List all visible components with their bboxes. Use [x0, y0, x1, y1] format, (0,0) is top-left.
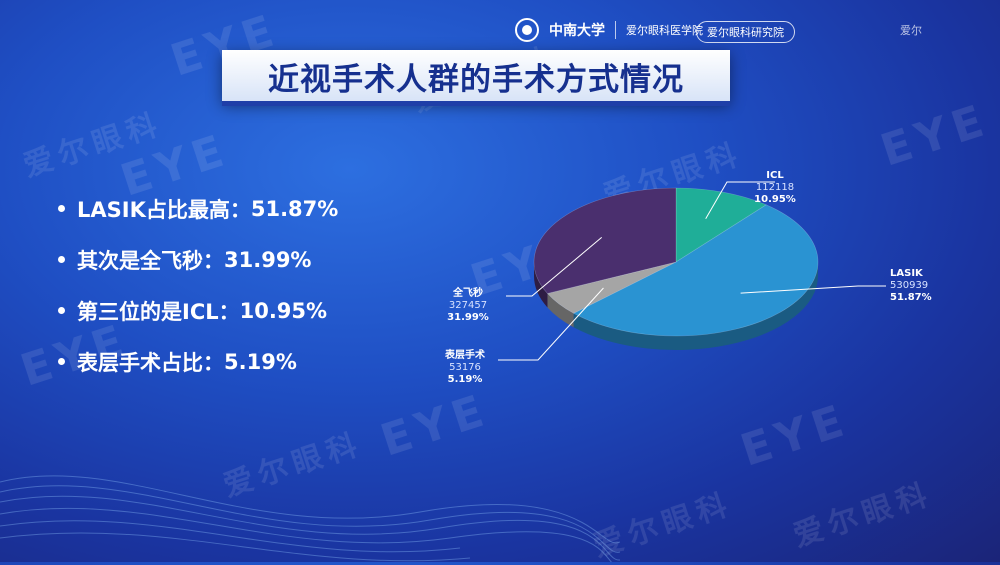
watermark-text: 爱尔眼科 [19, 106, 167, 185]
bullet-dot-icon [58, 205, 65, 212]
bullet-dot-icon [58, 358, 65, 365]
slice-percent: 51.87% [890, 292, 932, 303]
slice-name: 表层手术 [444, 348, 485, 361]
slice-percent: 10.95% [754, 194, 796, 205]
bullet-text: LASIK占比最高： [77, 197, 251, 222]
pie-slice-side [573, 262, 818, 350]
slice-percent: 31.99% [447, 312, 489, 323]
slice-name: ICL [766, 170, 784, 181]
header-divider [615, 21, 616, 39]
slice-percent: 5.19% [448, 374, 483, 385]
leader-line [705, 181, 775, 220]
bullet-item: 第三位的是ICL： 10.95% [58, 285, 338, 336]
watermark-text: 爱尔眼科 [789, 476, 937, 555]
leader-line [498, 287, 604, 361]
watermark-text: EYE [734, 394, 856, 477]
leader-line [740, 285, 886, 294]
slice-name: 全飞秒 [452, 286, 483, 299]
bullet-item: LASIK占比最高： 51.87% [58, 183, 338, 234]
institute-badge: 爱尔眼科研究院 [696, 21, 795, 43]
title-underline [222, 101, 730, 106]
bullet-item: 其次是全飞秒： 31.99% [58, 234, 338, 285]
university-seal-icon [515, 18, 539, 42]
bullet-dot-icon [58, 256, 65, 263]
header-branding: 中南大学 爱尔眼科医学院 [515, 18, 703, 42]
pie-slice-side [547, 293, 574, 328]
bullet-dot-icon [58, 307, 65, 314]
department-name: 爱尔眼科医学院 [626, 24, 703, 37]
summary-list: LASIK占比最高： 51.87% 其次是全飞秒： 31.99% 第三位的是ICL：… [58, 183, 338, 387]
bullet-text: 表层手术占比： [77, 350, 224, 375]
bullet-value: 31.99% [224, 247, 312, 272]
pie-slice-side [534, 262, 548, 308]
slice-count: 530939 [890, 280, 928, 291]
bullet-value: 10.95% [239, 298, 328, 323]
university-name: 中南大学 [549, 23, 605, 39]
bullet-item: 表层手术占比： 5.19% [58, 336, 338, 387]
bullet-text: 第三位的是ICL： [77, 299, 240, 324]
pie-slice [533, 187, 677, 294]
bullet-value: 5.19% [224, 349, 297, 374]
pie-slice [546, 261, 677, 314]
slice-count: 327457 [449, 300, 487, 311]
bullet-text: 其次是全飞秒： [77, 248, 224, 273]
bullet-value: 51.87% [250, 196, 339, 221]
wave-decoration [0, 475, 620, 562]
slice-name: LASIK [890, 268, 924, 279]
leader-line [506, 237, 603, 297]
corner-logo-text: 爱尔 [900, 24, 922, 37]
title-banner: 近视手术人群的手术方式情况 [222, 50, 730, 106]
slice-count: 112118 [756, 182, 794, 193]
pie-slice [675, 187, 767, 263]
pie-slice [572, 204, 819, 337]
slice-count: 53176 [449, 362, 481, 373]
page-title: 近视手术人群的手术方式情况 [268, 61, 684, 98]
